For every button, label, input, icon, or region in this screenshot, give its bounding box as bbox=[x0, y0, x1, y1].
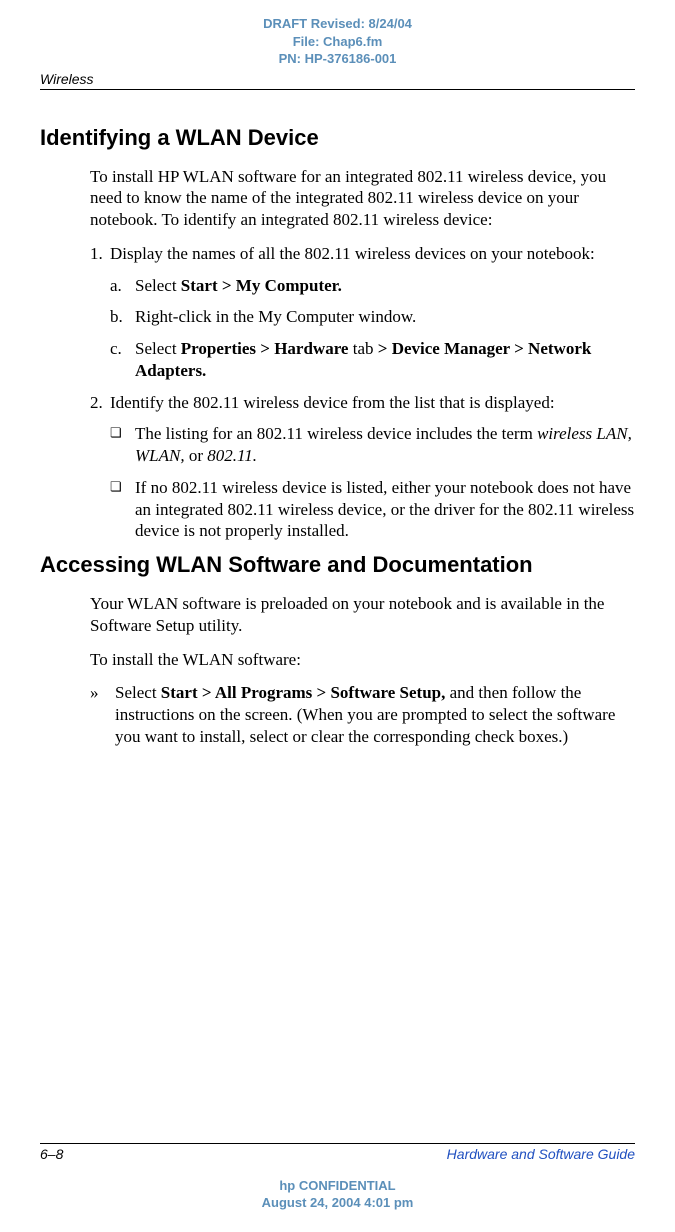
substep-b-marker: b. bbox=[110, 306, 135, 328]
substep-a-marker: a. bbox=[110, 275, 135, 297]
substep-c-mid: tab bbox=[348, 339, 377, 358]
substep-a-content: Select Start > My Computer. bbox=[135, 275, 635, 297]
draft-header: DRAFT Revised: 8/24/04 File: Chap6.fm PN… bbox=[40, 15, 635, 68]
substep-b-text: Right-click in the My Computer window. bbox=[135, 306, 635, 328]
substep-c-marker: c. bbox=[110, 338, 135, 382]
conf-line-1: hp CONFIDENTIAL bbox=[0, 1177, 675, 1195]
conf-line-2: August 24, 2004 4:01 pm bbox=[0, 1194, 675, 1212]
substep-a-bold: Start > My Computer. bbox=[181, 276, 342, 295]
substep-a-prefix: Select bbox=[135, 276, 181, 295]
bullet-2-text: If no 802.11 wireless device is listed, … bbox=[135, 477, 635, 542]
section-title-1: Identifying a WLAN Device bbox=[40, 125, 635, 151]
confidential-footer: hp CONFIDENTIAL August 24, 2004 4:01 pm bbox=[0, 1177, 675, 1212]
arrow-content: Select Start > All Programs > Software S… bbox=[115, 682, 635, 747]
bullet-1-marker: ❏ bbox=[110, 423, 135, 467]
substep-c-prefix: Select bbox=[135, 339, 181, 358]
step-2: 2. Identify the 802.11 wireless device f… bbox=[90, 392, 635, 414]
intro-paragraph: To install HP WLAN software for an integ… bbox=[90, 166, 635, 231]
arrow-marker: » bbox=[90, 682, 115, 747]
page-number: 6–8 bbox=[40, 1146, 63, 1162]
running-head: Wireless bbox=[40, 71, 635, 90]
arrow-prefix: Select bbox=[115, 683, 161, 702]
bullet-2-marker: ❏ bbox=[110, 477, 135, 542]
substep-c: c. Select Properties > Hardware tab > De… bbox=[110, 338, 635, 382]
section2-p1: Your WLAN software is preloaded on your … bbox=[90, 593, 635, 637]
substep-b: b. Right-click in the My Computer window… bbox=[110, 306, 635, 328]
step-1-text: Display the names of all the 802.11 wire… bbox=[110, 243, 635, 265]
step-2-marker: 2. bbox=[90, 392, 110, 414]
bullet-1-mid: or bbox=[185, 446, 208, 465]
bullet-1: ❏ The listing for an 802.11 wireless dev… bbox=[110, 423, 635, 467]
step-2-text: Identify the 802.11 wireless device from… bbox=[110, 392, 635, 414]
draft-line-3: PN: HP-376186-001 bbox=[40, 50, 635, 68]
footer-line: 6–8 Hardware and Software Guide bbox=[40, 1143, 635, 1162]
section-title-2: Accessing WLAN Software and Documentatio… bbox=[40, 552, 635, 578]
substep-a: a. Select Start > My Computer. bbox=[110, 275, 635, 297]
draft-line-2: File: Chap6.fm bbox=[40, 33, 635, 51]
bullet-1-italic2: 802.11. bbox=[207, 446, 257, 465]
substep-c-bold1: Properties > Hardware bbox=[181, 339, 349, 358]
draft-line-1: DRAFT Revised: 8/24/04 bbox=[40, 15, 635, 33]
guide-title: Hardware and Software Guide bbox=[447, 1146, 635, 1162]
arrow-bold: Start > All Programs > Software Setup, bbox=[161, 683, 446, 702]
substep-c-content: Select Properties > Hardware tab > Devic… bbox=[135, 338, 635, 382]
step-1: 1. Display the names of all the 802.11 w… bbox=[90, 243, 635, 265]
bullet-1-prefix: The listing for an 802.11 wireless devic… bbox=[135, 424, 537, 443]
section2-p2: To install the WLAN software: bbox=[90, 649, 635, 671]
bullet-1-content: The listing for an 802.11 wireless devic… bbox=[135, 423, 635, 467]
bullet-2: ❏ If no 802.11 wireless device is listed… bbox=[110, 477, 635, 542]
arrow-step: » Select Start > All Programs > Software… bbox=[90, 682, 635, 747]
step-1-marker: 1. bbox=[90, 243, 110, 265]
